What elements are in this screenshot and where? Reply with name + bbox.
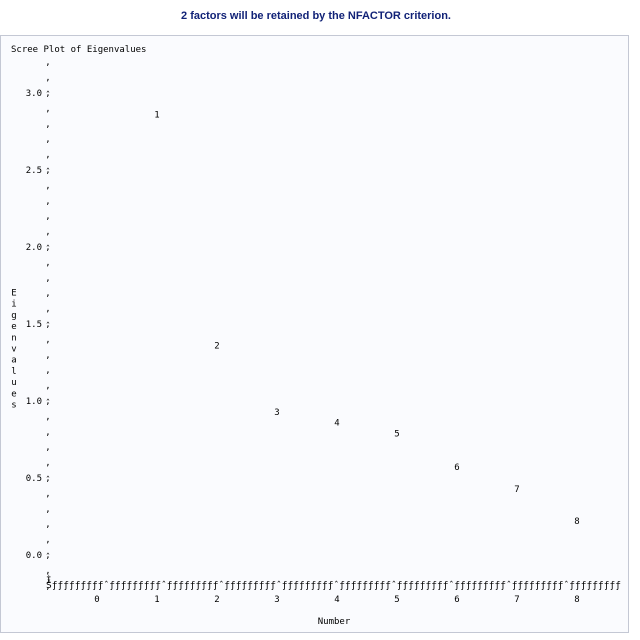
- x-tick-label: 8: [574, 595, 579, 605]
- y-axis-major-tick: ˆ: [45, 321, 50, 332]
- y-tick-label: 2.0: [26, 243, 42, 253]
- data-point: 1: [154, 111, 159, 121]
- y-axis-minor-tick: ‚: [45, 74, 50, 84]
- y-axis-label-letter: n: [11, 333, 16, 343]
- y-axis-minor-tick: ‚: [45, 320, 50, 330]
- y-axis-minor-tick: ‚: [45, 120, 50, 130]
- y-axis-minor-tick: ‚: [45, 104, 50, 114]
- y-axis-minor-tick: ‚: [45, 181, 50, 191]
- y-axis-minor-tick: ‚: [45, 258, 50, 268]
- data-point: 6: [454, 463, 459, 473]
- y-axis-minor-tick: ‚: [45, 58, 50, 68]
- y-axis-major-tick: ˆ: [45, 398, 50, 409]
- y-axis-minor-tick: ‚: [45, 212, 50, 222]
- y-axis-major-tick: ˆ: [45, 90, 50, 101]
- y-axis-minor-tick: ‚: [45, 151, 50, 161]
- y-axis-label-letter: E: [11, 289, 16, 299]
- y-axis-minor-tick: ‚: [45, 89, 50, 99]
- data-point: 4: [334, 419, 339, 429]
- y-tick-label: 1.5: [26, 320, 42, 330]
- data-point: 5: [394, 429, 399, 439]
- y-axis: ‚‚‚‚‚‚‚‚‚‚‚‚‚‚‚‚‚‚‚‚‚‚‚‚‚‚‚‚‚‚‚‚‚‚‚ˆ0.0ˆ…: [26, 58, 51, 592]
- y-axis-label-letter: u: [11, 378, 16, 388]
- y-axis-minor-tick: ‚: [45, 551, 50, 561]
- y-tick-label: 3.0: [26, 89, 42, 99]
- y-axis-major-tick: ˆ: [45, 552, 50, 563]
- y-axis-minor-tick: ‚: [45, 335, 50, 345]
- y-axis-minor-tick: ‚: [45, 366, 50, 376]
- y-tick-label: 2.5: [26, 166, 42, 176]
- y-axis-label-letter: a: [11, 356, 16, 366]
- y-axis-minor-tick: ‚: [45, 536, 50, 546]
- x-tick-label: 1: [154, 595, 159, 605]
- y-axis-label: Eigenvalues: [11, 289, 16, 411]
- y-axis-major-tick: ˆ: [45, 475, 50, 486]
- y-axis-major-tick: ˆ: [45, 167, 50, 178]
- plot-output-box: Scree Plot of Eigenvalues ‚ ‚ ‚ ‚ ‚ ‚ ‚ ‚ ‚ ‚ ‚ ‚ ‚ ‚…: [0, 35, 629, 633]
- y-axis-minor-tick: ‚: [45, 382, 50, 392]
- x-axis-origin-glyph: Ì: [46, 574, 51, 586]
- y-axis-minor-tick: ‚: [45, 197, 50, 207]
- nfactor-message: 2 factors will be retained by the NFACTO…: [181, 10, 451, 22]
- y-tick-label: 1.0: [26, 397, 42, 407]
- x-axis-line: Šƒƒƒƒƒƒƒƒƒˆƒƒƒƒƒƒƒƒƒˆƒƒƒƒƒƒƒƒƒˆƒƒƒƒƒƒƒƒƒ…: [46, 579, 621, 591]
- scree-plot: Scree Plot of Eigenvalues ‚ ‚ ‚ ‚ ‚ ‚ ‚ ‚ ‚ ‚ ‚ ‚ ‚ ‚…: [11, 45, 621, 627]
- y-axis-label-letter: i: [11, 300, 16, 310]
- y-axis-label-letter: v: [11, 345, 16, 355]
- data-points: 1 2 3 4 5 6 7 8: [154, 111, 579, 528]
- x-axis: Šƒƒƒƒƒƒƒƒƒˆƒƒƒƒƒƒƒƒƒˆƒƒƒƒƒƒƒƒƒˆƒƒƒƒƒƒƒƒƒ…: [46, 574, 621, 605]
- y-axis-minor-tick: ‚: [45, 474, 50, 484]
- y-axis-minor-tick: ‚: [45, 397, 50, 407]
- y-axis-label-letter: s: [11, 401, 16, 411]
- y-axis-minor-tick: ‚: [45, 489, 50, 499]
- y-axis-minor-tick: ‚: [45, 505, 50, 515]
- y-axis-label-letter: l: [11, 367, 16, 377]
- data-point: 7: [514, 485, 519, 495]
- x-tick-label: 0: [94, 595, 99, 605]
- x-tick-label: 2: [214, 595, 219, 605]
- y-axis-major-tick: ˆ: [45, 244, 50, 255]
- data-point: 3: [274, 408, 279, 418]
- y-axis-minor-tick: ‚: [45, 305, 50, 315]
- x-tick-label: 3: [274, 595, 279, 605]
- y-axis-label-letter: e: [11, 389, 16, 399]
- x-axis-label: Number: [318, 617, 351, 627]
- y-axis-label-letter: g: [11, 311, 16, 321]
- y-axis-minor-tick: ‚: [45, 228, 50, 238]
- chart-title: Scree Plot of Eigenvalues: [11, 45, 146, 55]
- y-axis-minor-tick: ‚: [45, 289, 50, 299]
- x-tick-label: 5: [394, 595, 399, 605]
- y-axis-minor-tick: ‚: [45, 443, 50, 453]
- y-axis-minor-tick: ‚: [45, 428, 50, 438]
- y-axis-minor-tick: ‚: [45, 520, 50, 530]
- y-axis-minor-tick: ‚: [45, 412, 50, 422]
- data-point: 2: [214, 342, 219, 352]
- y-tick-label: 0.5: [26, 474, 42, 484]
- y-axis-minor-tick: ‚: [45, 582, 50, 592]
- y-axis-minor-tick: ‚: [45, 566, 50, 576]
- y-axis-minor-tick: ‚: [45, 135, 50, 145]
- y-axis-minor-tick: ‚: [45, 166, 50, 176]
- x-tick-label: 7: [514, 595, 519, 605]
- y-axis-label-letter: e: [11, 322, 16, 332]
- y-axis-minor-tick: ‚: [45, 243, 50, 253]
- y-tick-label: 0.0: [26, 551, 42, 561]
- y-axis-minor-tick: ‚: [45, 351, 50, 361]
- x-tick-label: 6: [454, 595, 459, 605]
- x-tick-label: 4: [334, 595, 339, 605]
- y-axis-minor-tick: ‚: [45, 274, 50, 284]
- data-point: 8: [574, 517, 579, 527]
- y-axis-minor-tick: ‚: [45, 459, 50, 469]
